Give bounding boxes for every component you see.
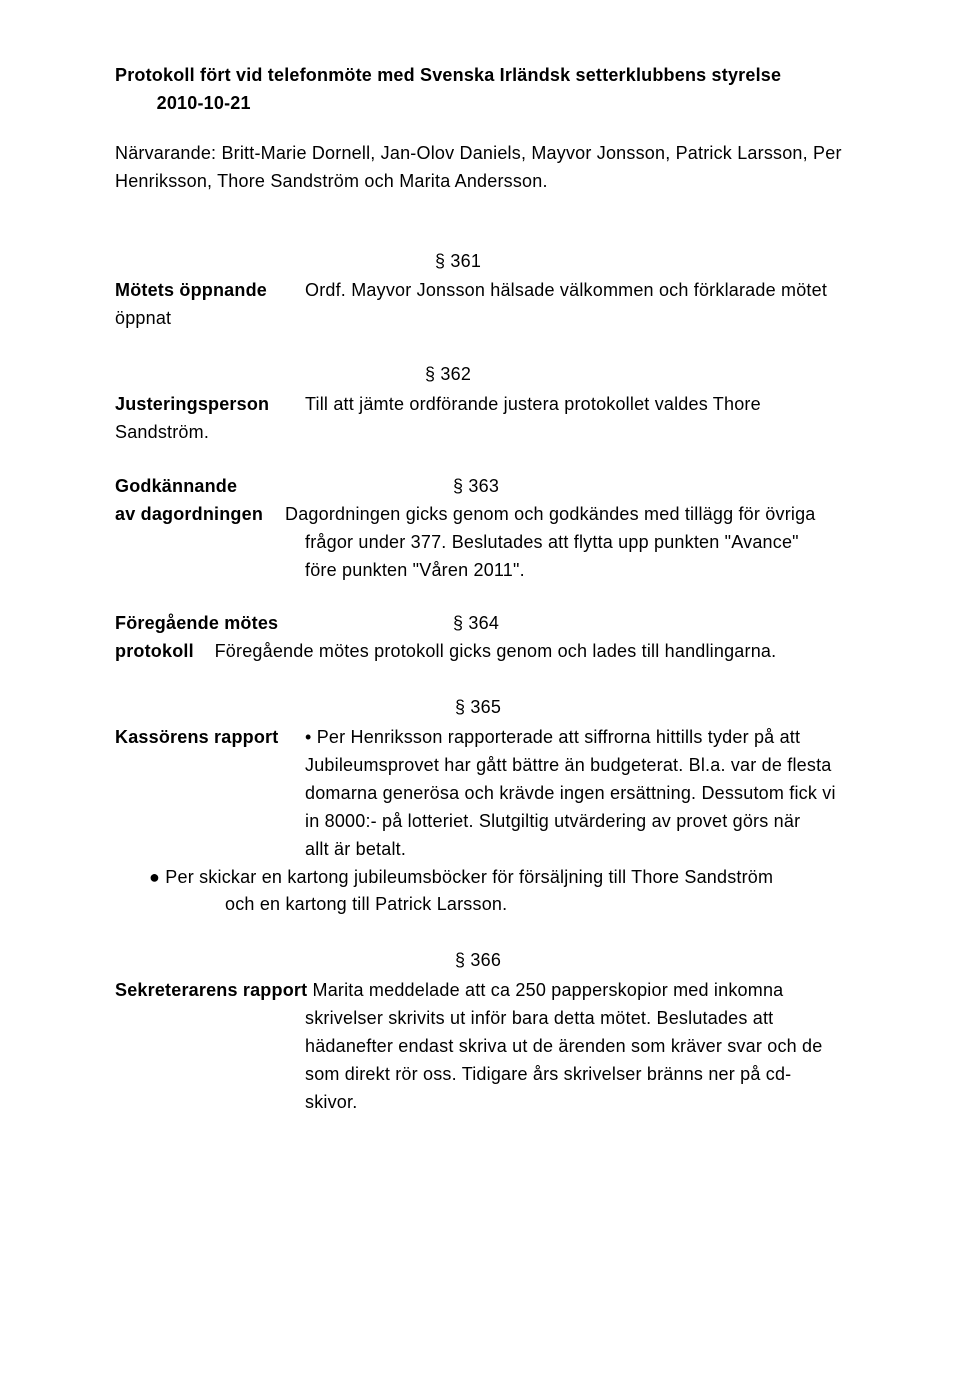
section-363: Godkännande § 363 av dagordningen Dagord… bbox=[115, 473, 870, 585]
bullet-item-cont: domarna generösa och krävde ingen ersätt… bbox=[305, 780, 870, 808]
section-label: Justeringsperson bbox=[115, 391, 305, 419]
section-line: Sekreterarens rapport Marita meddelade a… bbox=[115, 977, 870, 1005]
section-cont: Sandström. bbox=[115, 419, 870, 447]
section-label: Mötets öppnande bbox=[115, 277, 305, 305]
section-text: Marita meddelade att ca 250 papperskopio… bbox=[313, 980, 784, 1000]
section-366: § 366 Sekreterarens rapport Marita medde… bbox=[115, 947, 870, 1116]
section-364: Föregående mötes § 364 protokoll Föregåe… bbox=[115, 610, 870, 666]
section-text: före punkten "Våren 2011". bbox=[305, 557, 870, 585]
paragraph-number: § 362 bbox=[425, 361, 870, 389]
section-text: som direkt rör oss. Tidigare års skrivel… bbox=[305, 1061, 870, 1089]
section-text: frågor under 377. Beslutades att flytta … bbox=[305, 529, 870, 557]
section-label: Godkännande bbox=[115, 473, 305, 501]
section-text: skivor. bbox=[305, 1089, 870, 1117]
document-heading: Protokoll fört vid telefonmöte med Svens… bbox=[115, 62, 870, 118]
section-text: hädanefter endast skriva ut de ärenden s… bbox=[305, 1033, 870, 1061]
attendance-block: Närvarande: Britt-Marie Dornell, Jan-Olo… bbox=[115, 140, 870, 196]
attendance-line: Närvarande: Britt-Marie Dornell, Jan-Olo… bbox=[115, 140, 870, 168]
title: Protokoll fört vid telefonmöte med Svens… bbox=[115, 62, 870, 90]
section-text: Ordf. Mayvor Jonsson hälsade välkommen o… bbox=[305, 277, 870, 305]
bullet-item-cont: allt är betalt. bbox=[305, 836, 870, 864]
section-label2: av dagordningen bbox=[115, 501, 285, 529]
section-text: Dagordningen gicks genom och godkändes m… bbox=[285, 501, 870, 529]
bullet-item-cont: Jubileumsprovet har gått bättre än budge… bbox=[305, 752, 870, 780]
paragraph-number: § 366 bbox=[455, 947, 870, 975]
bullet-item: Per skickar en kartong jubileumsböcker f… bbox=[171, 864, 870, 892]
section-362: § 362 Justeringsperson Till att jämte or… bbox=[115, 361, 870, 447]
paragraph-number: § 364 bbox=[453, 610, 870, 638]
bullet-item: • Per Henriksson rapporterade att siffro… bbox=[305, 724, 870, 752]
bullet-item-cont: in 8000:- på lotteriet. Slutgiltig utvär… bbox=[305, 808, 870, 836]
section-label2: protokoll bbox=[115, 641, 194, 661]
section-text: Till att jämte ordförande justera protok… bbox=[305, 391, 870, 419]
section-label: Föregående mötes bbox=[115, 610, 305, 638]
date-line: 2010-10-21 bbox=[115, 90, 870, 118]
paragraph-number: § 365 bbox=[455, 694, 870, 722]
section-365: § 365 Kassörens rapport • Per Henriksson… bbox=[115, 694, 870, 919]
section-text: Föregående mötes protokoll gicks genom o… bbox=[215, 641, 777, 661]
paragraph-number: § 363 bbox=[453, 473, 870, 501]
paragraph-number: § 361 bbox=[435, 248, 870, 276]
attendance-line: Henriksson, Thore Sandström och Marita A… bbox=[115, 168, 870, 196]
bullet-item-cont: och en kartong till Patrick Larsson. bbox=[225, 891, 870, 919]
section-label: Kassörens rapport bbox=[115, 724, 305, 752]
section-line: protokoll Föregående mötes protokoll gic… bbox=[115, 638, 870, 666]
section-361: § 361 Mötets öppnande Ordf. Mayvor Jonss… bbox=[115, 248, 870, 334]
section-cont: öppnat bbox=[115, 305, 870, 333]
section-text: skrivelser skrivits ut inför bara detta … bbox=[305, 1005, 870, 1033]
section-label: Sekreterarens rapport bbox=[115, 980, 307, 1000]
